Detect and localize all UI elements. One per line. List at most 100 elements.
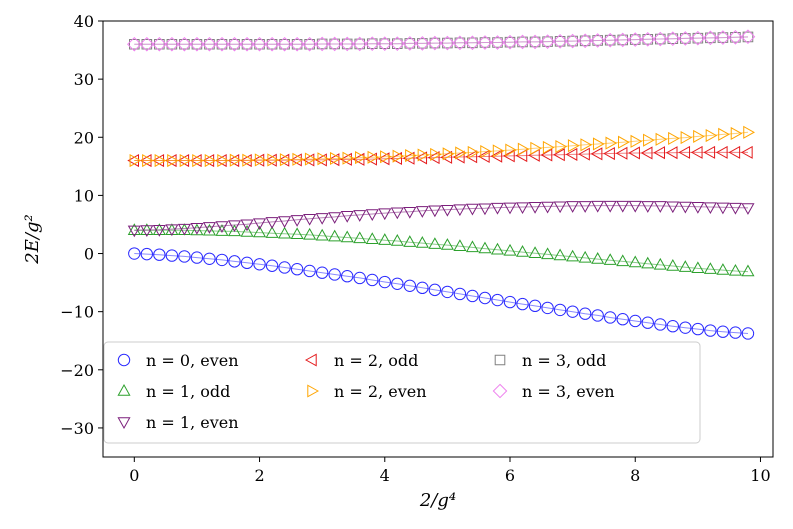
data-point: [716, 263, 730, 275]
data-point: [317, 152, 330, 166]
data-point: [355, 151, 367, 165]
data-point: [542, 140, 555, 154]
legend-item: n = 1, even: [117, 413, 239, 432]
data-point: [728, 29, 743, 45]
data-point: [515, 245, 530, 257]
legend-marker: [117, 417, 131, 430]
data-point: [591, 200, 605, 213]
data-point: [517, 142, 530, 156]
legend-label: n = 1, even: [146, 413, 239, 432]
data-point: [478, 203, 492, 216]
data-point: [340, 230, 354, 243]
data-point: [202, 222, 217, 234]
data-point: [566, 249, 580, 262]
data-point: [177, 223, 191, 236]
data-point: [553, 248, 567, 261]
data-point: [189, 36, 205, 52]
data-point: [602, 32, 618, 48]
data-point: [215, 253, 229, 267]
data-point: [691, 202, 705, 214]
legend-label: n = 3, odd: [522, 351, 606, 370]
series-6: [127, 29, 756, 52]
data-point: [153, 248, 166, 261]
data-point: [377, 36, 393, 51]
data-point: [666, 201, 680, 214]
data-point: [465, 240, 479, 253]
data-point: [353, 231, 367, 244]
data-point: [629, 314, 642, 328]
data-point: [405, 149, 417, 163]
data-point: [591, 309, 604, 322]
data-point: [227, 224, 242, 237]
data-point: [590, 147, 603, 161]
data-point: [440, 35, 455, 51]
data-point: [565, 33, 580, 49]
data-point: [427, 35, 443, 51]
data-point: [378, 275, 391, 289]
data-point: [127, 225, 141, 238]
data-point: [341, 270, 354, 283]
data-point: [378, 233, 392, 245]
x-tick-label: 10: [750, 466, 770, 485]
data-point: [668, 131, 680, 145]
data-point: [315, 266, 329, 279]
data-point: [627, 32, 643, 47]
data-point: [192, 153, 204, 168]
data-point: [728, 145, 741, 159]
data-point: [552, 34, 568, 49]
data-point: [693, 129, 705, 143]
data-point: [628, 255, 642, 268]
legend-label: n = 3, even: [522, 382, 615, 401]
data-point: [490, 242, 505, 255]
data-point: [467, 145, 480, 159]
data-point: [328, 268, 341, 281]
legend-label: n = 1, odd: [146, 382, 230, 401]
x-tick-label: 6: [505, 466, 515, 485]
data-point: [616, 313, 629, 326]
data-point: [453, 287, 467, 301]
data-point: [252, 36, 267, 52]
legend: n = 0, even n = 1, odd n = 1, even n = 2, o…: [103, 341, 701, 444]
legend-marker: [494, 354, 506, 366]
data-point: [603, 311, 617, 324]
data-point: [353, 210, 367, 222]
data-point: [416, 281, 429, 295]
data-point: [492, 144, 505, 158]
data-point: [728, 263, 742, 276]
data-point: [264, 36, 280, 52]
data-point: [202, 223, 217, 236]
legend-item: n = 1, odd: [117, 382, 230, 401]
data-point: [377, 152, 390, 166]
data-point: [304, 152, 317, 166]
data-point: [553, 148, 565, 162]
data-point: [540, 148, 553, 162]
data-point: [704, 324, 717, 337]
legend-label: n = 2, even: [334, 382, 427, 401]
data-point: [653, 146, 665, 160]
data-point: [740, 145, 753, 159]
legend-marker: [117, 353, 131, 367]
data-point: [428, 205, 442, 218]
data-point: [417, 148, 430, 162]
data-point: [140, 225, 154, 238]
data-point: [452, 150, 465, 164]
data-point: [214, 36, 230, 52]
data-point: [302, 36, 317, 52]
data-point: [666, 320, 680, 333]
data-point: [690, 30, 706, 46]
data-point: [541, 301, 554, 315]
data-point: [577, 33, 593, 49]
series-1: [127, 223, 755, 277]
series-line: [134, 229, 749, 273]
data-point: [502, 149, 515, 163]
data-point: [179, 153, 192, 168]
data-point: [730, 126, 743, 141]
data-point: [703, 202, 717, 215]
legend-item: n = 3, odd: [494, 351, 606, 370]
data-point: [392, 149, 405, 163]
data-point: [453, 239, 467, 251]
data-point: [503, 295, 517, 309]
data-point: [289, 36, 305, 52]
data-point: [240, 256, 254, 270]
